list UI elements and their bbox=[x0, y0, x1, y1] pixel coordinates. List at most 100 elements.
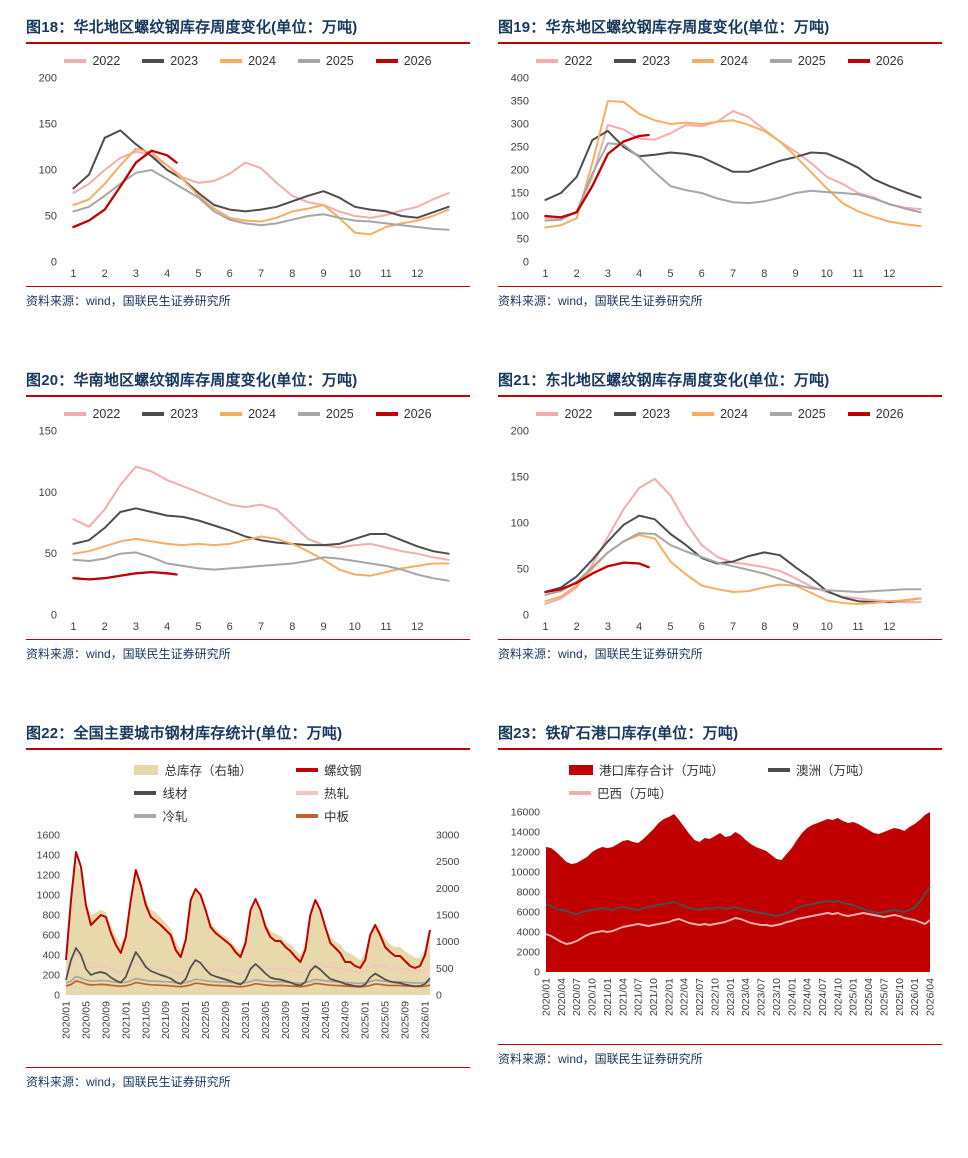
left-axis-tick-labels: 0 200 400 600 800 1000 1200 1400 1600 bbox=[37, 830, 61, 1002]
y-axis-tick-labels: 0 50 100 150 200 bbox=[39, 73, 57, 269]
figure-19: 图19：华东地区螺纹钢库存周度变化(单位：万吨) 2022 2023 2024 202… bbox=[498, 16, 942, 309]
legend-item: 冷轧 bbox=[134, 806, 252, 825]
svg-text:6000: 6000 bbox=[517, 907, 541, 919]
svg-text:150: 150 bbox=[511, 472, 529, 484]
figure-20-source: 资料来源：wind，国联民生证券研究所 bbox=[26, 647, 231, 661]
legend-swatch-line bbox=[296, 813, 318, 818]
legend-item: 2025 bbox=[769, 407, 826, 421]
svg-text:500: 500 bbox=[436, 963, 454, 975]
legend-label: 2022 bbox=[564, 407, 593, 421]
figure-21-title: 图21：东北地区螺纹钢库存周度变化(单位：万吨) bbox=[498, 372, 830, 389]
legend-swatch-line bbox=[220, 59, 243, 63]
x-axis-tick-labels: 1 2 3 4 5 6 7 8 9 10 11 12 bbox=[542, 621, 895, 633]
svg-text:2026/01: 2026/01 bbox=[420, 1001, 432, 1039]
svg-text:10: 10 bbox=[349, 621, 361, 633]
legend-swatch-line bbox=[536, 412, 559, 416]
source-rule bbox=[498, 1044, 942, 1045]
svg-text:8: 8 bbox=[289, 621, 295, 633]
svg-text:2025/10: 2025/10 bbox=[894, 978, 906, 1016]
svg-text:2020/05: 2020/05 bbox=[80, 1001, 92, 1039]
legend-label: 港口库存合计（万吨） bbox=[598, 764, 724, 778]
svg-text:2025/09: 2025/09 bbox=[400, 1001, 412, 1039]
legend-item: 线材 bbox=[134, 783, 252, 802]
svg-text:10: 10 bbox=[821, 621, 833, 633]
x-axis-tick-labels: 2020/01 2020/05 2020/09 2021/01 2021/05 2021/… bbox=[61, 1001, 432, 1039]
series-2023 bbox=[544, 129, 922, 201]
legend-swatch-line bbox=[769, 59, 792, 63]
legend-item: 2026 bbox=[847, 407, 904, 421]
series-澳洲（万吨） bbox=[545, 886, 931, 917]
svg-text:2023/09: 2023/09 bbox=[280, 1001, 292, 1039]
legend-label: 澳洲（万吨） bbox=[796, 764, 872, 778]
legend-swatch-line bbox=[64, 412, 87, 416]
svg-text:2024/07: 2024/07 bbox=[817, 978, 829, 1016]
svg-text:11: 11 bbox=[380, 621, 391, 633]
svg-text:2022/01: 2022/01 bbox=[663, 978, 675, 1016]
figure-18-source: 资料来源：wind，国联民生证券研究所 bbox=[26, 294, 231, 308]
svg-text:8: 8 bbox=[761, 621, 767, 633]
svg-text:6: 6 bbox=[227, 268, 233, 280]
title-rule bbox=[26, 748, 470, 750]
svg-text:100: 100 bbox=[39, 487, 57, 499]
legend-swatch-bar bbox=[568, 764, 593, 775]
figure-20-chart: 2022 2023 2024 2025 2026 0 50 100 150 1 2 3 4 5 6 7 8 9 10… bbox=[26, 407, 470, 635]
chart-legend: 总库存（右轴） 螺纹钢 线材 热轧 冷轧 中板 bbox=[26, 760, 470, 825]
legend-item: 2022 bbox=[64, 54, 120, 68]
svg-text:100: 100 bbox=[511, 211, 529, 223]
figure-18-chart: 2022 2023 2024 2025 2026 0 50 100 150 200 1 2 3 4 5 6 7 8… bbox=[26, 54, 470, 282]
series-2022 bbox=[544, 477, 922, 605]
legend-swatch-line bbox=[692, 59, 715, 63]
svg-text:4: 4 bbox=[636, 268, 642, 280]
svg-text:2021/04: 2021/04 bbox=[617, 978, 629, 1016]
legend-label: 2026 bbox=[403, 54, 432, 68]
series-2022 bbox=[544, 110, 922, 220]
series-area-港口库存合计（万吨） bbox=[546, 812, 930, 972]
left-axis-tick-labels: 0 2000 4000 6000 8000 10000 12000 14000 16000 bbox=[511, 807, 540, 979]
svg-text:3: 3 bbox=[605, 621, 611, 633]
svg-text:50: 50 bbox=[45, 548, 57, 560]
figure-20: 图20：华南地区螺纹钢库存周度变化(单位：万吨) 2022 2023 2024 202… bbox=[26, 369, 470, 662]
svg-text:2025/01: 2025/01 bbox=[848, 978, 860, 1016]
legend-swatch-line bbox=[847, 412, 870, 416]
legend-label: 巴西（万吨） bbox=[596, 787, 672, 801]
svg-text:5: 5 bbox=[195, 268, 201, 280]
legend-label: 线材 bbox=[162, 787, 188, 801]
legend-label: 螺纹钢 bbox=[324, 764, 362, 778]
svg-text:2020/01: 2020/01 bbox=[61, 1001, 73, 1039]
svg-text:50: 50 bbox=[45, 211, 57, 223]
svg-text:0: 0 bbox=[523, 610, 529, 622]
chart-legend: 港口库存合计（万吨） 澳洲（万吨） 巴西（万吨） bbox=[498, 760, 942, 802]
legend-swatch-line bbox=[134, 790, 157, 795]
svg-text:1500: 1500 bbox=[436, 910, 460, 922]
series-2022 bbox=[72, 150, 450, 219]
figure-18-title: 图18：华北地区螺纹钢库存周度变化(单位：万吨) bbox=[26, 19, 358, 36]
svg-text:12: 12 bbox=[411, 621, 423, 633]
source-rule bbox=[26, 1067, 470, 1068]
svg-text:2500: 2500 bbox=[436, 856, 460, 868]
svg-text:16000: 16000 bbox=[511, 807, 540, 819]
svg-text:8: 8 bbox=[761, 268, 767, 280]
legend-item: 热轧 bbox=[296, 783, 362, 802]
legend-item: 2026 bbox=[375, 54, 432, 68]
legend-item: 螺纹钢 bbox=[296, 760, 362, 779]
figure-21: 图21：东北地区螺纹钢库存周度变化(单位：万吨) 2022 2023 2024 202… bbox=[498, 369, 942, 662]
svg-text:11: 11 bbox=[380, 268, 391, 280]
series-中板 bbox=[65, 980, 431, 988]
svg-text:2020/01: 2020/01 bbox=[541, 978, 553, 1016]
svg-text:2025/07: 2025/07 bbox=[878, 978, 890, 1016]
series-2025 bbox=[72, 169, 450, 231]
series-线材 bbox=[65, 947, 431, 988]
legend-swatch-line bbox=[768, 767, 790, 772]
legend-label: 2025 bbox=[797, 407, 826, 421]
x-axis-tick-labels: 1 2 3 4 5 6 7 8 9 10 11 12 bbox=[70, 268, 423, 280]
legend-swatch-line bbox=[142, 59, 165, 63]
svg-text:9: 9 bbox=[320, 621, 326, 633]
svg-text:9: 9 bbox=[792, 268, 798, 280]
svg-text:200: 200 bbox=[39, 73, 57, 85]
svg-text:6: 6 bbox=[227, 621, 233, 633]
figure-23: 图23：铁矿石港口库存(单位：万吨) 港口库存合计（万吨） 澳洲（万吨） 巴西（万吨… bbox=[498, 722, 942, 1090]
legend-swatch-line bbox=[614, 59, 637, 63]
svg-text:400: 400 bbox=[511, 73, 529, 85]
